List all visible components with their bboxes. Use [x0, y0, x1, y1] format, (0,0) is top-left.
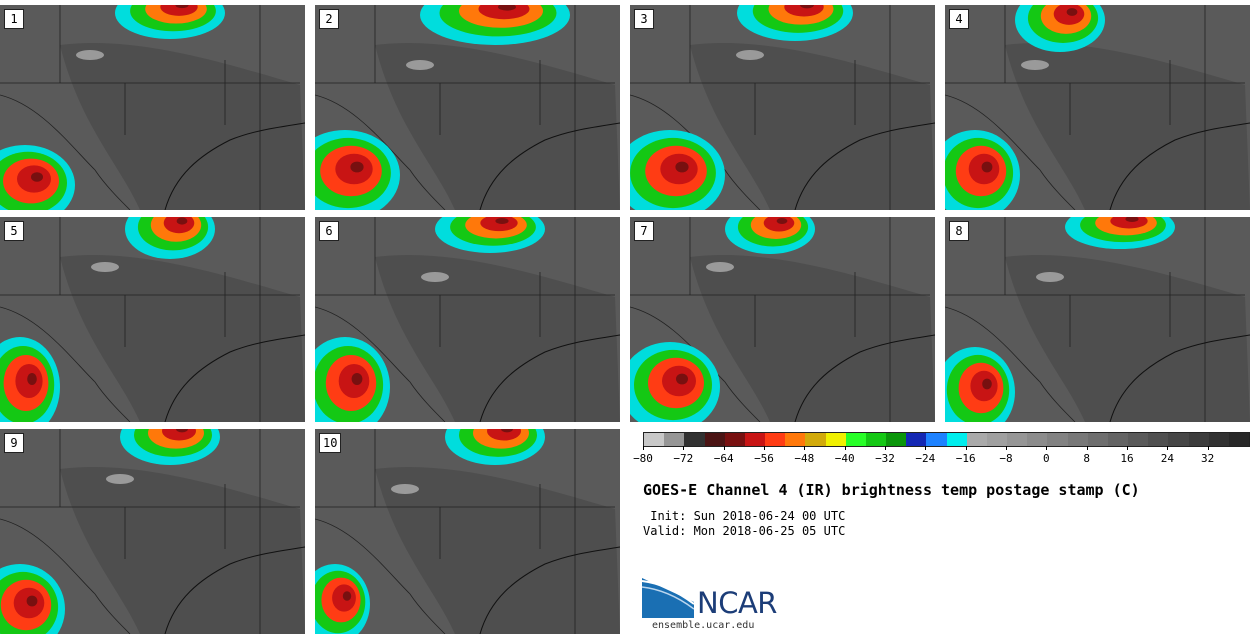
colorbar-tick-mark	[643, 446, 644, 450]
colorbar-segment	[1148, 433, 1169, 446]
colorbar-tick-label: 0	[1043, 452, 1050, 465]
colorbar-segment	[966, 433, 987, 446]
colorbar-segment	[724, 433, 745, 446]
panel-label: 4	[949, 9, 969, 29]
ir-map	[945, 5, 1250, 210]
colorbar-segment	[1107, 433, 1129, 446]
colorbar-segment	[765, 433, 786, 446]
ir-panel: 2	[315, 5, 620, 210]
site-url: ensemble.ucar.edu	[652, 620, 755, 631]
colorbar-tick-mark	[965, 446, 967, 450]
ir-map	[0, 217, 305, 422]
ir-map	[315, 429, 620, 634]
ir-panel: 10	[315, 429, 620, 634]
colorbar-tick-mark	[925, 446, 927, 450]
panel-label: 3	[634, 9, 654, 29]
ir-panel: 7	[630, 217, 935, 422]
panel-label: 7	[634, 221, 654, 241]
colorbar-ticks: −80 −72 −64 −56 −48 −40 −32 −24 −16 −8 0 8 16 24 32	[633, 446, 1248, 470]
colorbar-segment	[1047, 433, 1068, 446]
panel-label: 2	[319, 9, 339, 29]
ir-map	[630, 5, 935, 210]
colorbar-segment	[845, 433, 866, 446]
ir-map	[0, 5, 305, 210]
colorbar-segment	[1007, 433, 1028, 446]
ir-panel: 4	[945, 5, 1250, 210]
panel-label: 8	[949, 221, 969, 241]
figure-title: GOES-E Channel 4 (IR) brightness temp po…	[643, 481, 1140, 499]
panel-label: 10	[319, 433, 342, 453]
colorbar-segment	[644, 433, 665, 446]
colorbar-tick-mark	[844, 446, 846, 450]
colorbar-segment	[926, 433, 947, 446]
colorbar-segment	[785, 433, 806, 446]
panel-label: 6	[319, 221, 339, 241]
colorbar-segment	[986, 433, 1008, 446]
valid-time: Valid: Mon 2018-06-25 05 UTC	[643, 524, 846, 538]
colorbar	[643, 432, 1250, 447]
colorbar-segment	[886, 433, 907, 446]
colorbar-segment	[1208, 433, 1229, 446]
colorbar-tick-label: −48	[794, 452, 815, 465]
colorbar-tick-label: 8	[1083, 452, 1090, 465]
ir-map	[945, 217, 1250, 422]
colorbar-segment	[1168, 433, 1189, 446]
colorbar-segment	[1087, 433, 1108, 446]
colorbar-segment	[906, 433, 927, 446]
colorbar-tick-label: −24	[915, 452, 936, 465]
ir-map	[0, 429, 305, 634]
init-time: Init: Sun 2018-06-24 00 UTC	[643, 509, 846, 523]
ir-panel: 8	[945, 217, 1250, 422]
colorbar-tick-mark	[1207, 446, 1209, 450]
colorbar-tick-label: −56	[754, 452, 774, 465]
colorbar-tick-mark	[804, 446, 806, 450]
ir-panel: 1	[0, 5, 305, 210]
colorbar-segment	[684, 433, 705, 446]
colorbar-segment	[946, 433, 967, 446]
colorbar-segment	[704, 433, 725, 446]
ir-panel: 3	[630, 5, 935, 210]
ir-panel: 9	[0, 429, 305, 634]
colorbar-tick-label: −40	[834, 452, 855, 465]
panel-label: 5	[4, 221, 24, 241]
colorbar-tick-label: −32	[875, 452, 895, 465]
ir-map	[315, 5, 620, 210]
colorbar-tick-mark	[1086, 446, 1088, 450]
colorbar-segment	[1128, 433, 1149, 446]
colorbar-segment	[825, 433, 846, 446]
panel-label: 1	[4, 9, 24, 29]
colorbar-tick-label: 24	[1160, 452, 1174, 465]
panel-label: 9	[4, 433, 24, 453]
colorbar-tick-mark	[723, 446, 725, 450]
ir-map	[315, 217, 620, 422]
ir-map	[630, 217, 935, 422]
colorbar-segment	[744, 433, 766, 446]
colorbar-tick-label: 16	[1120, 452, 1134, 465]
colorbar-tick-mark	[1127, 446, 1128, 450]
colorbar-tick-label: −16	[955, 452, 976, 465]
colorbar-segment	[805, 433, 826, 446]
colorbar-tick-label: 32	[1201, 452, 1215, 465]
ir-panel: 6	[315, 217, 620, 422]
ncar-logo-text: NCAR	[697, 586, 777, 620]
colorbar-segment	[1027, 433, 1048, 446]
colorbar-segment	[664, 433, 685, 446]
colorbar-tick-label: −8	[999, 452, 1013, 465]
colorbar-tick-mark	[764, 446, 765, 450]
colorbar-tick-label: −64	[713, 452, 734, 465]
colorbar-segment	[865, 433, 887, 446]
colorbar-tick-mark	[1006, 446, 1007, 450]
colorbar-segment	[1067, 433, 1088, 446]
colorbar-tick-mark	[1046, 446, 1048, 450]
colorbar-segment	[1228, 433, 1250, 446]
ir-panel: 5	[0, 217, 305, 422]
colorbar-segment	[1188, 433, 1209, 446]
colorbar-tick-label: −72	[673, 452, 694, 465]
colorbar-tick-mark	[1167, 446, 1169, 450]
ncar-logo-icon	[642, 578, 694, 618]
colorbar-tick-label: −80	[633, 452, 653, 465]
colorbar-tick-mark	[683, 446, 685, 450]
colorbar-tick-mark	[885, 446, 886, 450]
